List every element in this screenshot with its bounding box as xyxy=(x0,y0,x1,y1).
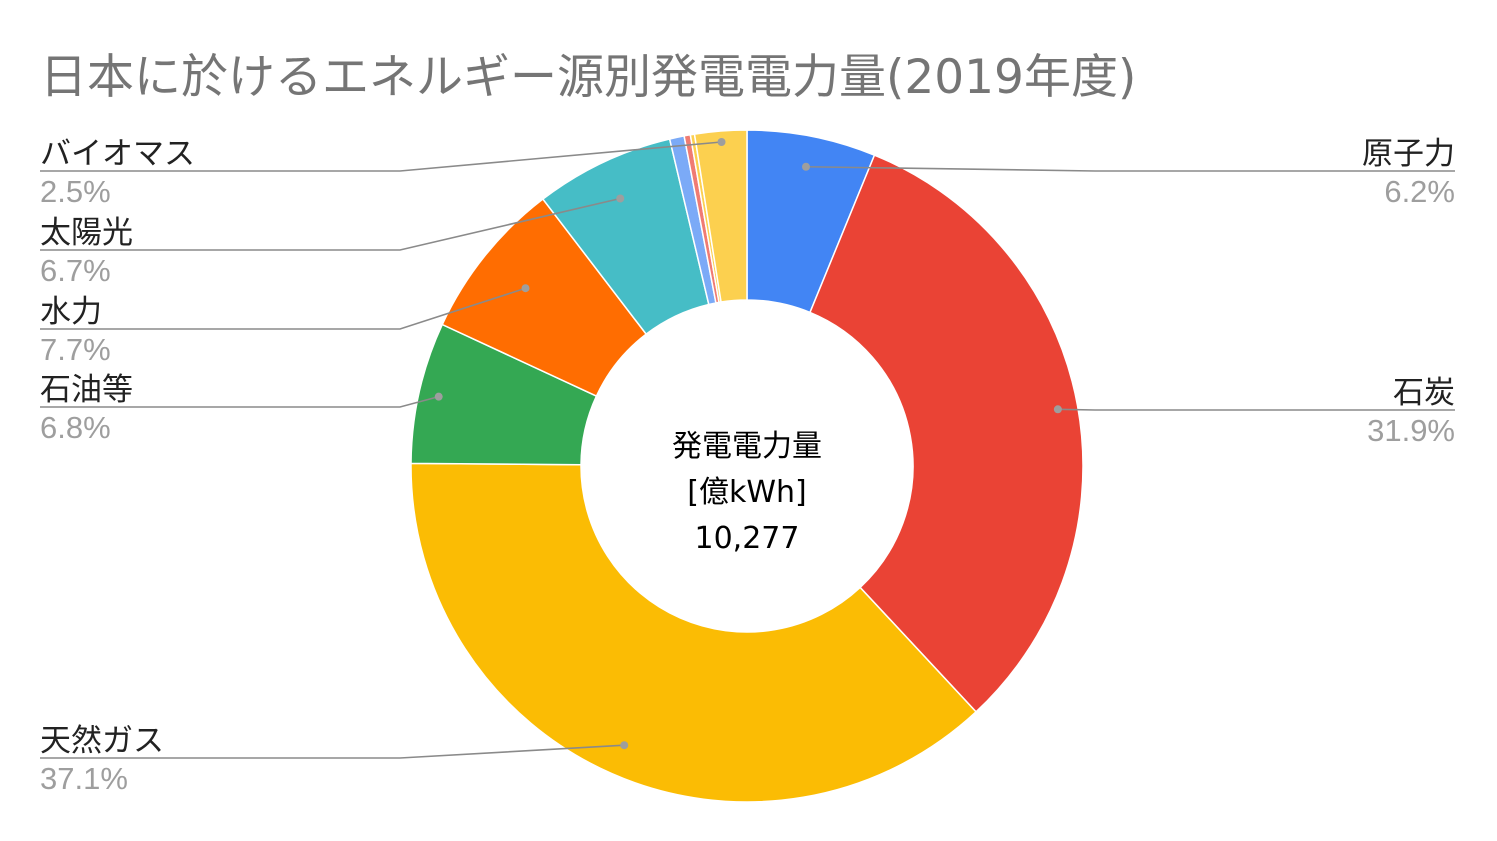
donut-slice-1 xyxy=(809,154,1084,713)
center-label-line-2: [億kWh] xyxy=(687,475,806,510)
slice-percent-2: 37.1% xyxy=(40,761,128,796)
slice-percent-3: 6.8% xyxy=(40,410,111,445)
slice-label-9: バイオマス xyxy=(40,136,195,172)
slice-label-4: 水力 xyxy=(40,294,102,330)
chart-title: 日本に於けるエネルギー源別発電電力量(2019年度) xyxy=(40,50,1136,105)
leader-dot-0 xyxy=(801,162,810,171)
leader-dot-1 xyxy=(1053,405,1062,414)
leader-line-3 xyxy=(40,395,439,408)
slice-label-3: 石油等 xyxy=(40,372,133,408)
donut-slice-9 xyxy=(693,129,748,303)
slice-label-5: 太陽光 xyxy=(40,215,133,251)
leader-line-9 xyxy=(40,141,722,172)
center-label-line-1: 発電電力量 xyxy=(672,429,822,464)
slice-percent-0: 6.2% xyxy=(1384,174,1455,209)
leader-line-1 xyxy=(1057,408,1455,411)
leader-line-4 xyxy=(40,287,526,330)
leader-dot-5 xyxy=(616,194,625,203)
slices-group xyxy=(410,129,1084,803)
leader-line-2 xyxy=(40,744,625,759)
center-label: 発電電力量 [億kWh] 10,277 xyxy=(672,429,822,556)
leader-line-5 xyxy=(40,197,621,251)
leader-dot-4 xyxy=(521,284,530,293)
slice-label-1: 石炭 xyxy=(1393,375,1455,411)
donut-slice-2 xyxy=(410,462,978,803)
slice-label-2: 天然ガス xyxy=(40,723,164,759)
leader-dot-3 xyxy=(434,392,443,401)
leader-line-0 xyxy=(805,165,1455,172)
slice-percent-1: 31.9% xyxy=(1367,413,1455,448)
slice-label-0: 原子力 xyxy=(1362,136,1455,172)
slice-percent-4: 7.7% xyxy=(40,332,111,367)
slice-percent-5: 6.7% xyxy=(40,253,111,288)
center-label-line-3: 10,277 xyxy=(695,521,800,556)
slice-percent-9: 2.5% xyxy=(40,174,111,209)
leader-dot-2 xyxy=(620,741,629,750)
leader-dot-9 xyxy=(717,137,726,146)
